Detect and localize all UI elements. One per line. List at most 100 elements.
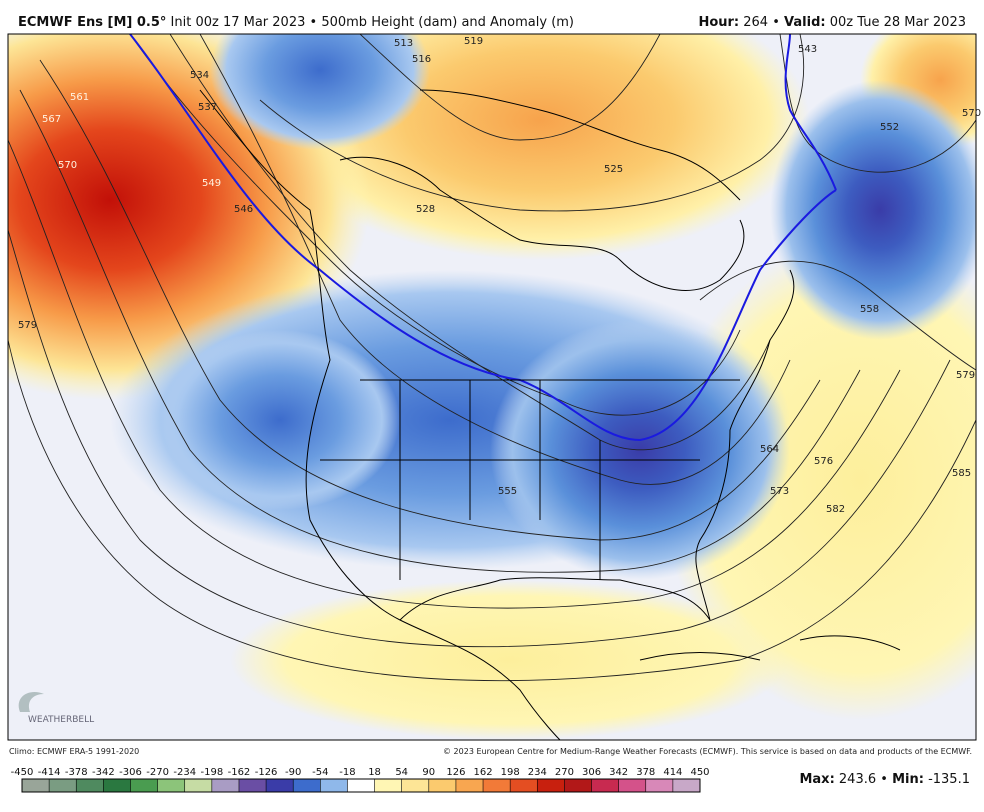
colorbar-segment [103,779,131,792]
anomaly-negative [770,80,976,340]
contour-540 [784,34,837,191]
colorbar-segment [347,779,375,792]
colorbar-tick-label: 54 [395,767,408,778]
logo-text: WEATHERBELL [28,715,94,725]
contour-label: 528 [416,204,435,215]
colorbar-segment [22,779,50,792]
contour-label: 579 [18,320,37,331]
map-area [8,34,976,740]
contour-label: 546 [234,204,253,215]
colorbar-segment [401,779,429,792]
colorbar-tick-label: 306 [582,767,601,778]
colorbar-tick-label: 162 [473,767,492,778]
colorbar-tick-label: -198 [200,767,223,778]
contour-label: 543 [798,44,817,55]
logo: WEATHERBELL [18,692,94,725]
map-frame [7,33,977,741]
colorbar-tick-label: -270 [146,767,169,778]
colorbar-tick-label: 18 [368,767,381,778]
contour-label: 525 [604,164,623,175]
colorbar-tick-label: -450 [11,767,34,778]
min-value: -135.1 [928,772,970,787]
colorbar-segment [49,779,77,792]
colorbar-tick-label: -126 [255,767,278,778]
valid-time: 00z Tue 28 Mar 2023 [830,15,966,30]
contour-label: 561 [70,92,89,103]
colorbar-segment [320,779,348,792]
anomaly-positive [230,580,790,740]
contour-label: 516 [412,54,431,65]
colorbar: -450 -414 -378 -342 -306 -270 -234 -198 -162 -126… [11,767,710,793]
colorbar-tick-label: -378 [65,767,88,778]
colorbar-tick-label: -306 [119,767,142,778]
separator: • [880,772,888,787]
colorbar-segment [184,779,212,792]
colorbar-segment [591,779,619,792]
colorbar-segment [645,779,673,792]
contour-540 [129,34,837,442]
contour-label: 549 [202,178,221,189]
colorbar-segment [510,779,538,792]
contour-label: 567 [42,114,61,125]
valid-label: Valid: [784,15,826,30]
contour-label: 573 [770,486,789,497]
colorbar-tick-label: 342 [609,767,628,778]
contour-label: 537 [198,102,217,113]
colorbar-segment [564,779,592,792]
colorbar-segment [266,779,294,792]
copyright: © 2023 European Centre for Medium-Range … [443,747,972,756]
colorbar-segment [537,779,565,792]
colorbar-tick-label: 90 [422,767,435,778]
contour-label: 558 [860,304,879,315]
colorbar-tick-label: 126 [446,767,465,778]
init-time: Init 00z 17 Mar 2023 [171,15,306,30]
colorbar-segment [374,779,402,792]
model-name: ECMWF Ens [M] 0.5° [18,15,166,30]
contour-label: 552 [880,122,899,133]
contour-label: 570 [58,160,77,171]
colorbar-segment [483,779,511,792]
header-left: ECMWF Ens [M] 0.5° Init 00z 17 Mar 2023 … [18,15,574,30]
colorbar-segment [238,779,267,792]
colorbar-segment [455,779,484,792]
hour: 264 [743,15,768,30]
colorbar-tick-label: 450 [690,767,709,778]
anomaly-negative [210,34,430,150]
contour-label: 579 [956,370,975,381]
colorbar-tick-label: 378 [636,767,655,778]
colorbar-segment [76,779,104,792]
coastlines [199,89,901,740]
colorbar-tick-label: 414 [663,767,682,778]
colorbar-tick-label: 198 [501,767,520,778]
contour-label: 513 [394,38,413,49]
colorbar-tick-label: 234 [528,767,547,778]
header-right: Hour: 264 • Valid: 00z Tue 28 Mar 2023 [698,15,966,30]
contour-label: 585 [952,468,971,479]
colorbar-tick-label: -18 [339,767,355,778]
colorbar-tick-label: -234 [173,767,196,778]
min-label: Min: [892,772,924,787]
colorbar-segment [157,779,185,792]
colorbar-segment [211,779,239,792]
colorbar-tick-label: -54 [312,767,328,778]
contour-label: 519 [464,36,483,47]
colorbar-tick-label: -414 [38,767,61,778]
max-label: Max: [799,772,834,787]
separator: • [772,15,780,30]
contour-label: 570 [962,108,981,119]
colorbar-tick-label: -162 [228,767,251,778]
hour-label: Hour: [698,15,739,30]
anomaly-negative [160,330,400,510]
contour-label: 534 [190,70,209,81]
colorbar-tick-label: 270 [555,767,574,778]
colorbar-segment [672,779,700,792]
max-value: 243.6 [839,772,876,787]
product: 500mb Height (dam) and Anomaly (m) [321,15,574,30]
colorbar-segment [428,779,456,792]
separator: • [310,15,318,30]
colorbar-segment [618,779,646,792]
colorbar-segment [293,779,321,792]
contour-label: 582 [826,504,845,515]
